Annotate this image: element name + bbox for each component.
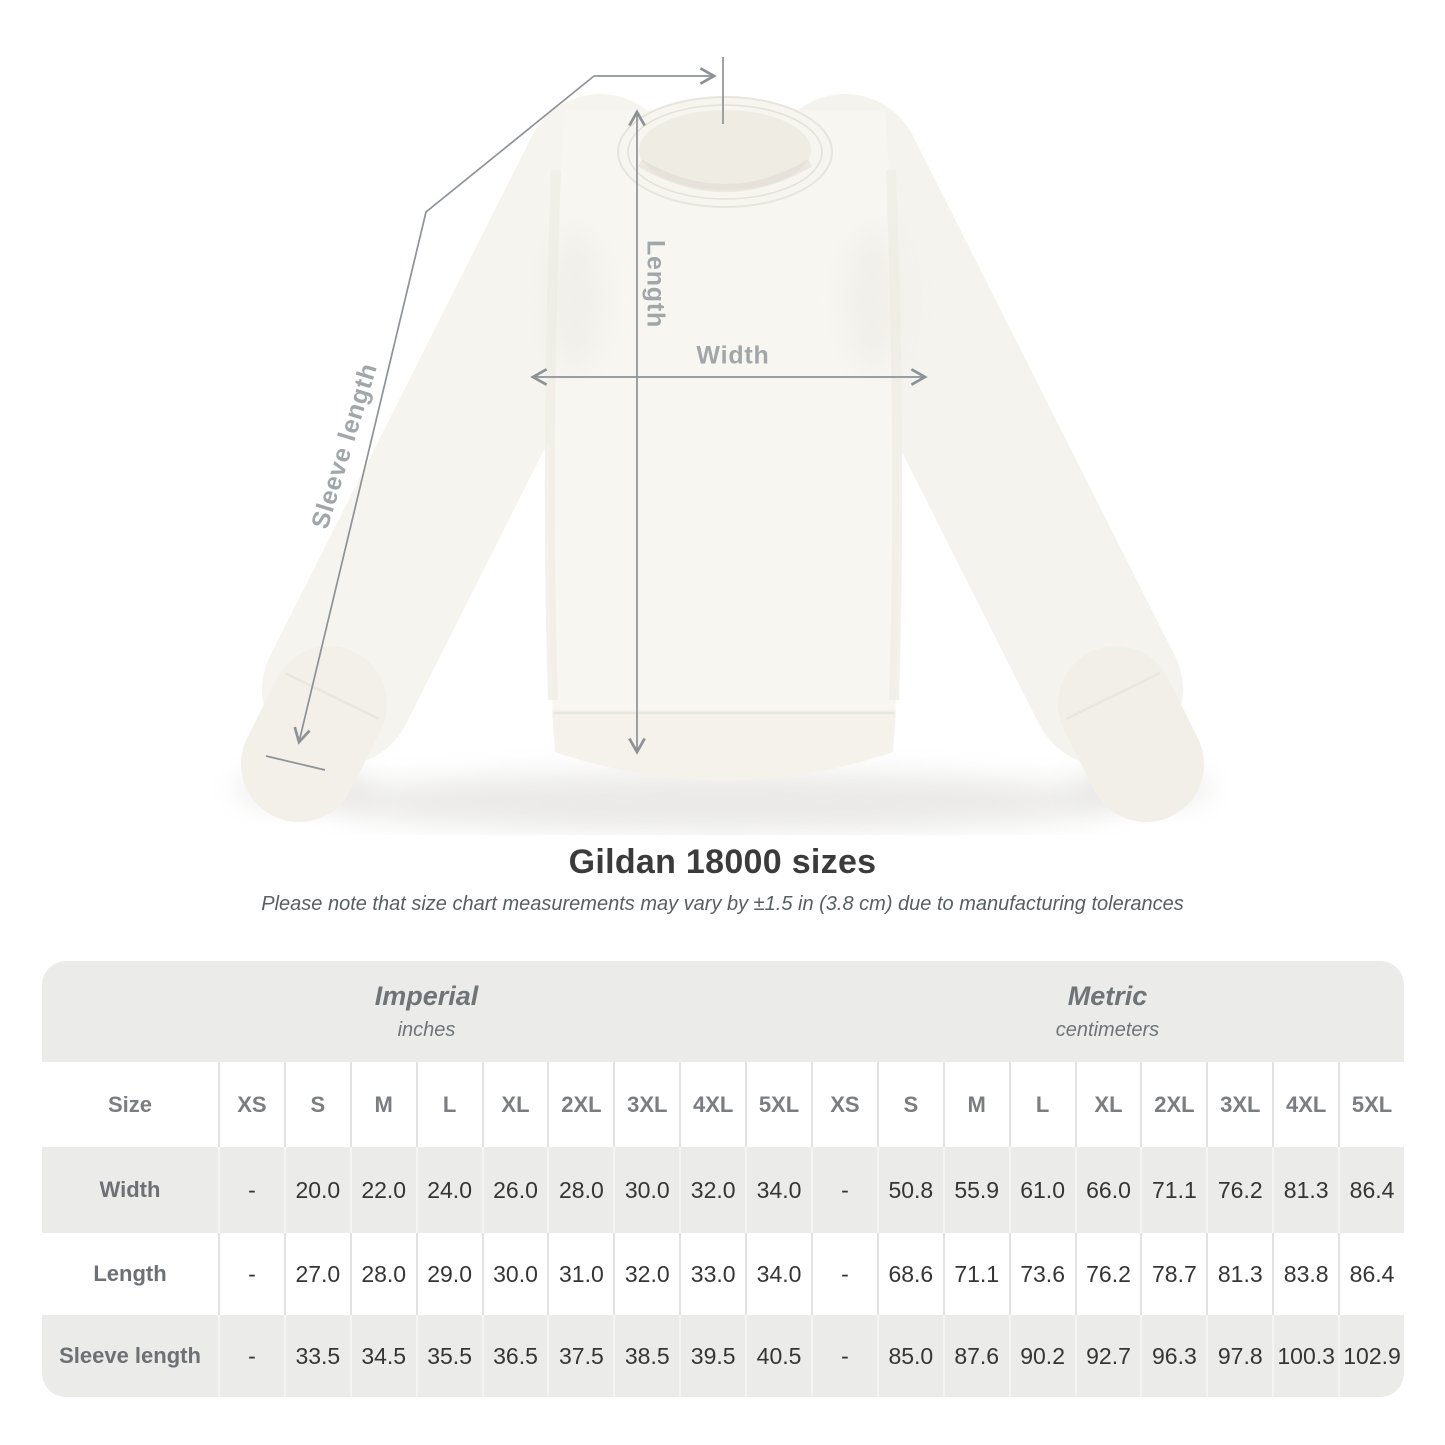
table-cell: 33.0 [679,1233,746,1315]
size-col-header: 2XL [1140,1062,1207,1147]
measurement-lines [265,57,928,771]
table-cell: 76.2 [1074,1233,1141,1315]
table-cell: 34.0 [745,1147,811,1233]
size-col-header: 5XL [1338,1062,1404,1147]
size-col-header: L [415,1062,482,1147]
table-cell: 81.3 [1272,1147,1339,1233]
row-label-sleeve-length: Sleeve length [42,1315,218,1397]
hem-band [552,710,896,781]
table-cell: - [218,1233,284,1315]
table-cell: - [810,1147,877,1233]
table-cell: 34.0 [745,1233,811,1315]
table-cell: - [810,1315,877,1397]
size-table: Imperial inches Metric centimeters Size … [42,961,1404,1397]
table-cell: 96.3 [1140,1315,1207,1397]
corner-header: Size [42,1062,218,1147]
table-cell: 28.0 [349,1233,416,1315]
table-cell: 86.4 [1338,1233,1404,1315]
size-col-header: S [283,1062,350,1147]
table-cell: 50.8 [876,1147,943,1233]
metric-unit-header: Metric centimeters [810,961,1404,1062]
table-cell: 68.6 [876,1233,943,1315]
imperial-label: Imperial [374,981,479,1011]
size-col-header: XS [218,1062,284,1147]
table-cell: 71.1 [942,1233,1009,1315]
table-cell: 100.3 [1272,1315,1339,1397]
table-cell: 38.5 [613,1315,680,1397]
table-cell: 37.5 [547,1315,614,1397]
table-cell: 97.8 [1206,1315,1273,1397]
garment-shadow [235,772,1210,832]
table-cell: 27.0 [283,1233,350,1315]
table-cell: 26.0 [481,1147,548,1233]
table-cell: 76.2 [1206,1147,1273,1233]
table-cell: 32.0 [613,1233,680,1315]
sleeve-measure-cuff-tick [265,755,326,771]
table-cell: 87.6 [942,1315,1009,1397]
table-cell: - [810,1233,877,1315]
table-cell: 66.0 [1074,1147,1141,1233]
table-cell: 71.1 [1140,1147,1207,1233]
table-cell: 78.7 [1140,1233,1207,1315]
size-col-header: XS [810,1062,877,1147]
size-col-header: 4XL [679,1062,746,1147]
length-measure-label: Length [641,239,670,329]
table-cell: 61.0 [1008,1147,1075,1233]
table-cell: - [218,1315,284,1397]
size-col-header: L [1008,1062,1075,1147]
metric-unit: centimeters [1055,1019,1160,1041]
table-cell: 35.5 [415,1315,482,1397]
table-cell: 30.0 [481,1233,548,1315]
table-cell: 83.8 [1272,1233,1339,1315]
table-cell: 28.0 [547,1147,614,1233]
table-cell: 24.0 [415,1147,482,1233]
size-col-header: XL [1074,1062,1141,1147]
size-col-header: M [349,1062,416,1147]
heading: Gildan 18000 sizes Please note that size… [0,843,1445,916]
table-cell: 90.2 [1008,1315,1075,1397]
row-label-width: Width [42,1147,218,1233]
metric-label: Metric [1067,981,1148,1011]
table-cell: 55.9 [942,1147,1009,1233]
table-cell: 39.5 [679,1315,746,1397]
table-cell: 81.3 [1206,1233,1273,1315]
table-cell: 33.5 [283,1315,350,1397]
size-col-header: 5XL [745,1062,811,1147]
table-cell: 29.0 [415,1233,482,1315]
table-cell: 86.4 [1338,1147,1404,1233]
table-cell: 85.0 [876,1315,943,1397]
size-col-header: 3XL [613,1062,680,1147]
table-cell: 32.0 [679,1147,746,1233]
size-col-header: M [942,1062,1009,1147]
sweatshirt-illustration [235,57,1210,832]
collar [617,96,833,208]
size-col-header: 2XL [547,1062,614,1147]
tolerance-note: Please note that size chart measurements… [261,893,1184,915]
table-cell: 102.9 [1338,1315,1404,1397]
imperial-unit-header: Imperial inches [42,961,811,1062]
width-measure-label: Width [696,341,770,370]
table-cell: 92.7 [1074,1315,1141,1397]
size-col-header: 4XL [1272,1062,1339,1147]
table-cell: 36.5 [481,1315,548,1397]
row-label-length: Length [42,1233,218,1315]
size-col-header: 3XL [1206,1062,1273,1147]
page-title: Gildan 18000 sizes [568,843,877,881]
table-cell: - [218,1147,284,1233]
table-cell: 31.0 [547,1233,614,1315]
table-cell: 73.6 [1008,1233,1075,1315]
table-cell: 22.0 [349,1147,416,1233]
size-col-header: XL [481,1062,548,1147]
sleeve-measure-line [293,75,595,745]
table-cell: 20.0 [283,1147,350,1233]
table-cell: 40.5 [745,1315,811,1397]
table-cell: 34.5 [349,1315,416,1397]
size-col-header: S [876,1062,943,1147]
imperial-unit: inches [397,1019,456,1041]
sweatshirt-diagram: Length Width Sleeve length [235,57,1210,832]
table-cell: 30.0 [613,1147,680,1233]
